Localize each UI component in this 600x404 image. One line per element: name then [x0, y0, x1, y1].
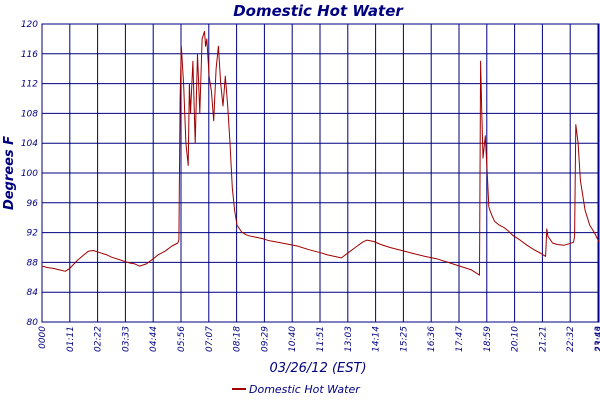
y-tick-label: 80	[27, 318, 39, 328]
x-tick-label: 20:10	[511, 326, 521, 352]
y-tick-label: 88	[27, 258, 39, 268]
chart-title: Domestic Hot Water	[233, 2, 404, 20]
x-tick-label: 21:21	[538, 326, 548, 352]
y-axis-label: Degrees F	[2, 136, 17, 210]
x-tick-label: 14:14	[372, 326, 382, 352]
x-tick-label: 03:33	[121, 326, 131, 352]
x-tick-label: 10:40	[288, 326, 298, 352]
y-tick-label: 96	[27, 199, 39, 209]
x-tick-label: 04:44	[149, 326, 159, 352]
x-tick-label: 08:18	[233, 326, 243, 352]
x-tick-label: 23:43	[594, 326, 600, 352]
y-tick-label: 104	[21, 139, 38, 149]
x-tick-label: 13:03	[344, 326, 354, 352]
x-tick-label: 02:22	[94, 326, 104, 352]
x-tick-label: 01:11	[66, 326, 76, 352]
grid-lines	[42, 23, 599, 323]
x-tick-label: 11:51	[316, 326, 326, 352]
x-tick-label: 05:56	[177, 326, 187, 352]
y-axis-ticks: 80 84 88 92 96 100 104 108 112 116 120	[21, 20, 38, 328]
y-tick-label: 112	[21, 80, 38, 90]
x-tick-label: 07:07	[205, 326, 215, 352]
series-line-domestic-hot-water	[41, 30, 600, 276]
y-tick-label: 116	[21, 50, 38, 60]
x-tick-label: 23:59	[595, 326, 600, 352]
x-tick-label: 09:29	[260, 326, 270, 352]
y-tick-label: 92	[27, 229, 39, 239]
legend: Domestic Hot Water	[232, 383, 361, 396]
x-tick-label: 18:59	[483, 326, 493, 352]
y-tick-label: 100	[21, 169, 38, 179]
x-axis-ticks: 0000 01:11 02:22 03:33 04:44 05:56 07:07 08:18 0…	[38, 326, 600, 352]
x-axis-label: 03/26/12 (EST)	[269, 361, 366, 376]
x-tick-label: 22:32	[566, 326, 576, 352]
x-tick-label: 0000	[38, 326, 48, 349]
series-layer	[41, 30, 600, 276]
legend-entry-domestic-hot-water: Domestic Hot Water	[249, 383, 361, 396]
x-tick-label: 17:47	[455, 326, 465, 352]
y-tick-label: 108	[21, 109, 38, 119]
y-tick-label: 84	[27, 288, 39, 298]
x-tick-label: 15:25	[399, 326, 409, 352]
x-tick-label: 16:36	[427, 326, 437, 352]
y-tick-label: 120	[21, 20, 38, 30]
